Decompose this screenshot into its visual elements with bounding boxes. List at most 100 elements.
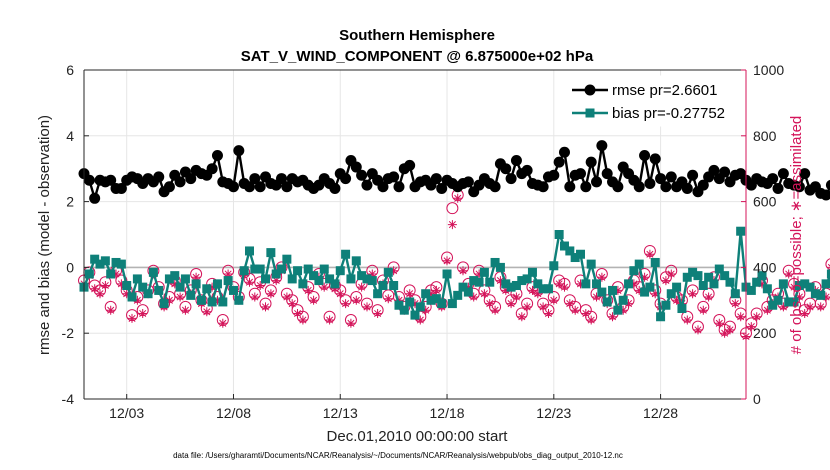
bias-marker (367, 276, 377, 286)
assimilated-obs-marker (180, 305, 190, 315)
bias-marker (277, 264, 287, 274)
bias-marker (100, 256, 110, 266)
bias-marker (255, 264, 265, 274)
rmse-marker (388, 171, 400, 183)
bias-marker (634, 259, 644, 269)
assimilated-obs-marker (261, 302, 270, 312)
bias-marker (132, 274, 142, 284)
rmse-marker (505, 173, 517, 185)
bias-marker (576, 249, 585, 259)
bias-marker (656, 312, 666, 322)
rmse-marker (575, 168, 586, 180)
rmse-marker (655, 173, 667, 185)
bias-marker (127, 292, 137, 302)
assimilated-obs-marker (362, 302, 372, 312)
rmse-marker (767, 173, 779, 185)
rmse-marker (697, 179, 709, 191)
bias-marker (116, 259, 126, 269)
rmse-marker (633, 181, 645, 193)
bias-marker (730, 289, 740, 299)
bias-marker (479, 267, 489, 277)
assimilated-obs-marker (762, 305, 772, 315)
assimilated-obs-marker (245, 277, 254, 287)
bias-marker (784, 297, 794, 307)
assimilated-obs-marker (704, 292, 714, 302)
rmse-marker (436, 182, 448, 194)
assimilated-obs-marker (730, 299, 740, 309)
bias-marker (319, 264, 329, 274)
assimilated-obs-marker (789, 282, 799, 292)
bias-marker (752, 277, 762, 287)
assimilated-obs-marker (533, 289, 543, 299)
y-tick-label: 0 (66, 259, 74, 275)
assimilated-obs-marker (309, 295, 319, 305)
bias-marker (164, 274, 174, 284)
y2-tick-label: 0 (753, 391, 761, 407)
bias-marker (437, 299, 447, 309)
bias-marker (693, 271, 703, 281)
rmse-marker (644, 178, 656, 190)
assimilated-obs-marker (346, 318, 356, 328)
assimilated-obs-marker (661, 276, 671, 286)
assimilated-obs-marker (682, 315, 692, 325)
bias-marker (223, 276, 233, 286)
assimilated-obs-marker (95, 289, 105, 299)
rmse-marker (206, 163, 218, 175)
bias-marker (90, 254, 100, 264)
bias-marker (170, 271, 180, 281)
bias-marker (640, 287, 650, 297)
assimilated-obs-marker (383, 294, 393, 304)
legend: rmse pr=2.6601 bias pr=-0.27752 (555, 75, 741, 127)
assimilated-obs-marker (431, 285, 441, 295)
rmse-marker (83, 174, 95, 186)
assimilated-obs-marker (351, 295, 361, 305)
rmse-marker (153, 171, 165, 183)
rmse-marker (89, 192, 101, 204)
rmse-marker (553, 156, 565, 168)
assimilated-obs-marker (565, 299, 575, 309)
bias-marker (148, 267, 158, 277)
assimilated-obs-marker (325, 315, 335, 325)
assimilated-obs-marker (490, 305, 500, 315)
bias-marker (410, 310, 420, 320)
bias-marker (303, 264, 313, 274)
bias-marker (714, 264, 724, 274)
rmse-marker (393, 181, 405, 193)
bias-marker (645, 282, 655, 292)
bias-marker (175, 282, 185, 292)
bias-marker (95, 259, 105, 269)
bias-marker (709, 279, 719, 289)
rmse-marker (115, 182, 127, 194)
bias-marker (287, 274, 297, 284)
assimilated-obs-marker (335, 289, 345, 299)
assimilated-obs-marker (576, 279, 585, 289)
bias-marker (773, 295, 783, 305)
bias-marker (720, 271, 730, 281)
assimilated-obs-marker (629, 279, 639, 289)
assimilated-obs-marker (218, 318, 228, 328)
rmse-marker (601, 168, 613, 180)
rmse-marker (249, 173, 261, 185)
rmse-marker (825, 179, 830, 191)
assimilated-obs-marker (367, 269, 377, 279)
rmse-marker (681, 182, 693, 194)
bias-marker (725, 277, 735, 287)
rmse-marker (687, 169, 699, 181)
bias-marker (245, 246, 254, 256)
rmse-marker (596, 140, 608, 152)
bias-marker (463, 287, 473, 297)
bias-marker (602, 297, 612, 307)
bias-marker (325, 274, 335, 284)
bias-marker (506, 282, 516, 292)
bias-marker (704, 272, 714, 282)
bias-marker (351, 256, 361, 266)
rmse-marker (105, 174, 117, 186)
assimilated-obs-marker (581, 309, 591, 318)
bias-marker (389, 280, 399, 290)
assimilated-obs-marker (389, 266, 399, 276)
rmse-marker (340, 173, 352, 185)
possible-obs-marker (446, 202, 459, 215)
bias-marker (778, 279, 788, 289)
rmse-marker (244, 181, 255, 193)
